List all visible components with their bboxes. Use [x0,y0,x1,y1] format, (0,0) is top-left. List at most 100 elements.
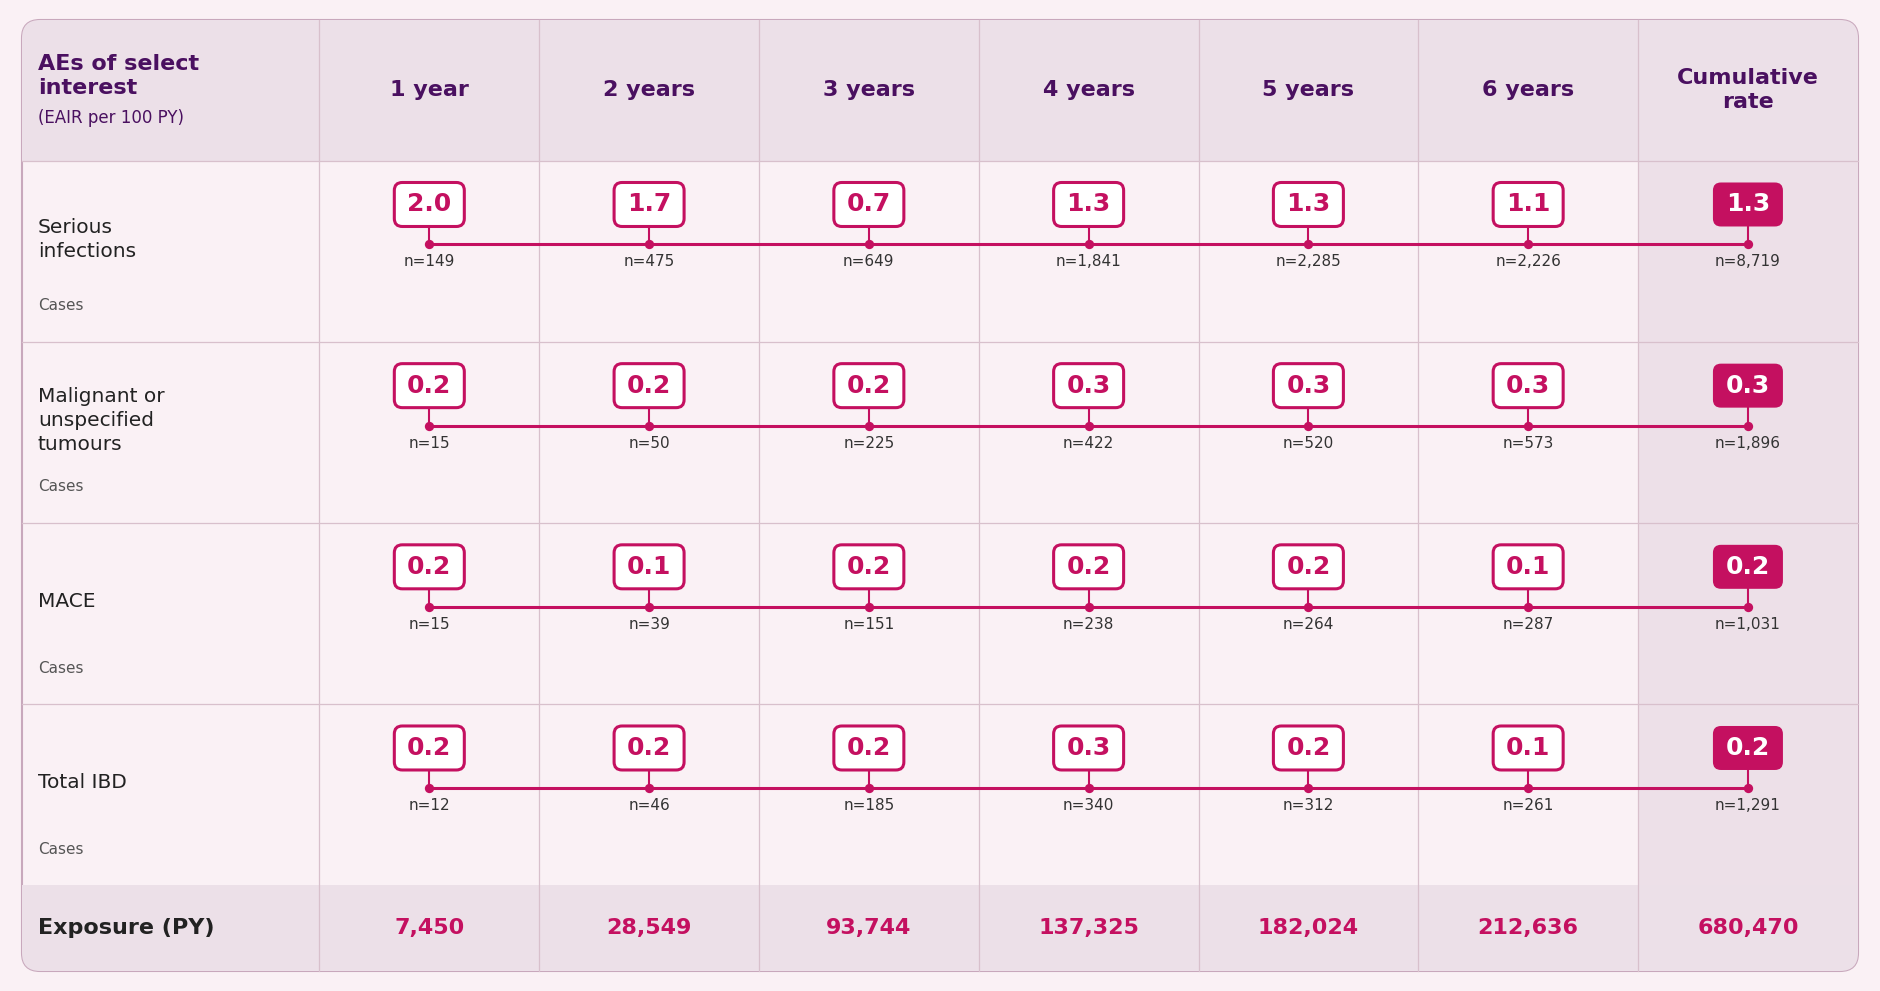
Point [1293,599,1324,614]
Text: 1 year: 1 year [389,80,468,100]
Text: 0.2: 0.2 [408,736,451,760]
Text: n=2,226: n=2,226 [1495,255,1560,270]
Text: Malignant or
unspecified
tumours: Malignant or unspecified tumours [38,386,165,454]
Bar [23,885,1857,920]
Text: 0.2: 0.2 [408,374,451,397]
FancyBboxPatch shape [1273,545,1344,589]
Text: 0.3: 0.3 [1286,374,1331,397]
Text: 0.2: 0.2 [1286,555,1331,579]
Text: n=1,291: n=1,291 [1715,798,1780,813]
FancyBboxPatch shape [395,364,464,407]
Text: 0.2: 0.2 [1726,555,1771,579]
Text: 0.1: 0.1 [1506,736,1551,760]
FancyBboxPatch shape [615,182,684,227]
Text: 137,325: 137,325 [1038,919,1139,938]
Text: n=185: n=185 [844,798,895,813]
Point [1073,237,1104,253]
Point [1733,599,1763,614]
Text: 2 years: 2 years [603,80,696,100]
Text: 0.2: 0.2 [626,374,671,397]
Text: 0.1: 0.1 [626,555,671,579]
Text: n=46: n=46 [628,798,669,813]
Text: 0.2: 0.2 [1066,555,1111,579]
FancyBboxPatch shape [23,885,1857,971]
FancyBboxPatch shape [835,726,904,770]
Text: n=50: n=50 [628,436,669,451]
Text: 7,450: 7,450 [395,919,464,938]
Point [854,237,884,253]
Text: n=312: n=312 [1282,798,1335,813]
Text: 0.2: 0.2 [1726,736,1771,760]
Point [634,780,664,796]
Text: 0.3: 0.3 [1066,736,1111,760]
Text: 1.3: 1.3 [1066,192,1111,216]
Text: n=15: n=15 [408,436,449,451]
Text: 93,744: 93,744 [825,919,912,938]
FancyBboxPatch shape [23,20,1857,161]
Text: 212,636: 212,636 [1478,919,1579,938]
FancyBboxPatch shape [1713,545,1782,589]
Bar [23,104,1857,161]
Text: n=340: n=340 [1062,798,1115,813]
Text: n=8,719: n=8,719 [1715,255,1780,270]
Text: Total IBD: Total IBD [38,773,126,793]
Point [634,418,664,434]
FancyBboxPatch shape [615,364,684,407]
Text: Cases: Cases [38,298,83,313]
Point [1733,780,1763,796]
Text: n=238: n=238 [1062,616,1115,632]
FancyBboxPatch shape [615,545,684,589]
FancyBboxPatch shape [1053,182,1124,227]
Point [1073,418,1104,434]
Point [1073,599,1104,614]
Text: Serious
infections: Serious infections [38,218,135,261]
Text: n=422: n=422 [1062,436,1115,451]
Point [414,418,444,434]
FancyBboxPatch shape [1493,726,1562,770]
Point [854,418,884,434]
Text: 0.2: 0.2 [1286,736,1331,760]
Text: 4 years: 4 years [1043,80,1136,100]
Point [634,599,664,614]
Point [1073,780,1104,796]
Point [414,780,444,796]
Text: 0.3: 0.3 [1726,374,1771,397]
Text: n=1,896: n=1,896 [1715,436,1780,451]
Text: 0.1: 0.1 [1506,555,1551,579]
Text: Cases: Cases [38,480,83,495]
FancyBboxPatch shape [615,726,684,770]
Point [1293,418,1324,434]
Point [414,599,444,614]
Bar [1637,161,1857,885]
FancyBboxPatch shape [1713,726,1782,770]
FancyBboxPatch shape [1053,545,1124,589]
Point [414,237,444,253]
Point [1293,237,1324,253]
FancyBboxPatch shape [395,182,464,227]
Point [1513,418,1543,434]
Text: 0.2: 0.2 [846,736,891,760]
Text: Exposure (PY): Exposure (PY) [38,919,214,938]
Text: n=1,841: n=1,841 [1057,255,1122,270]
Point [1733,418,1763,434]
Text: 5 years: 5 years [1261,80,1354,100]
Text: AEs of select
interest: AEs of select interest [38,55,199,98]
Point [1513,237,1543,253]
Text: n=1,031: n=1,031 [1715,616,1780,632]
Text: 680,470: 680,470 [1698,919,1799,938]
Text: 3 years: 3 years [823,80,916,100]
Point [854,780,884,796]
FancyBboxPatch shape [1493,182,1562,227]
FancyBboxPatch shape [395,726,464,770]
Text: 0.3: 0.3 [1506,374,1551,397]
Text: n=573: n=573 [1502,436,1555,451]
FancyBboxPatch shape [1713,182,1782,227]
FancyBboxPatch shape [23,20,1857,971]
Text: 1.7: 1.7 [626,192,671,216]
Text: 0.3: 0.3 [1066,374,1111,397]
Text: n=261: n=261 [1502,798,1555,813]
FancyBboxPatch shape [1493,364,1562,407]
Point [1513,599,1543,614]
Text: 1.3: 1.3 [1286,192,1331,216]
Text: 0.2: 0.2 [626,736,671,760]
